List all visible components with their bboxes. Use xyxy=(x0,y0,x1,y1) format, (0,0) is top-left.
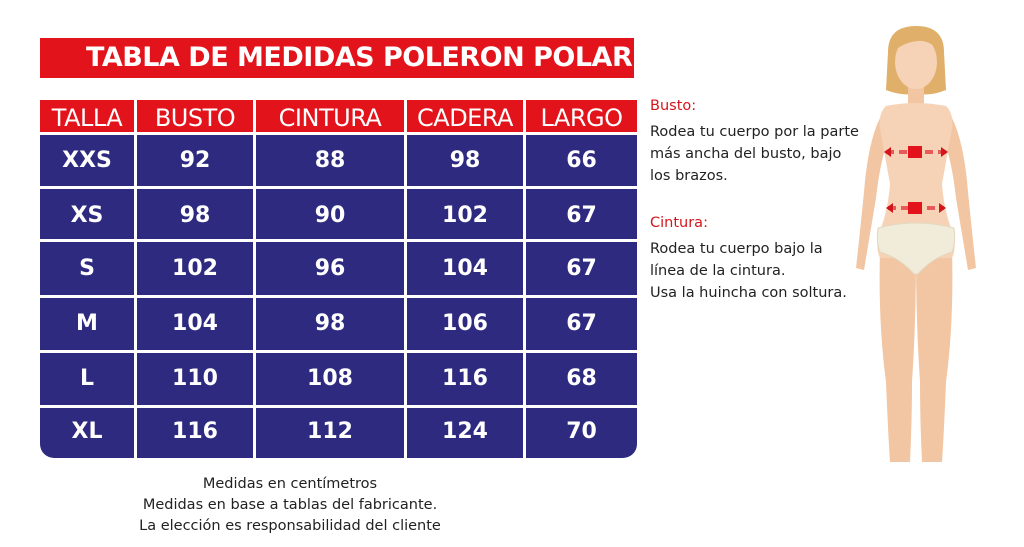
cell-cadera: 116 xyxy=(442,366,488,391)
size-table: TALLA BUSTO CINTURA CADERA LARGO XXS 92 … xyxy=(40,100,637,458)
row-divider xyxy=(40,405,637,408)
cell-size: XS xyxy=(70,203,104,228)
torso-shape xyxy=(877,103,955,258)
cell-size: XL xyxy=(71,419,103,444)
cell-cadera: 124 xyxy=(442,419,488,444)
column-divider xyxy=(253,100,256,458)
row-divider xyxy=(40,132,637,135)
cell-cadera: 104 xyxy=(442,256,488,281)
cell-largo: 67 xyxy=(566,256,597,281)
cell-cadera: 102 xyxy=(442,203,488,228)
header-talla: TALLA xyxy=(51,104,123,132)
column-divider xyxy=(404,100,407,458)
header-largo: LARGO xyxy=(540,104,623,132)
table-header-row xyxy=(40,100,637,132)
cell-busto: 116 xyxy=(172,419,218,444)
header-busto: BUSTO xyxy=(154,104,236,132)
cell-cintura: 96 xyxy=(314,256,346,281)
waist-tape-marker xyxy=(886,202,946,214)
body-figure-illustration xyxy=(856,26,976,462)
cintura-line: Usa la huincha con soltura. xyxy=(650,285,847,301)
bust-tape-marker xyxy=(884,146,948,158)
hair-fringe xyxy=(893,30,940,52)
row-divider xyxy=(40,239,637,242)
cell-largo: 68 xyxy=(566,366,597,391)
cintura-line: línea de la cintura. xyxy=(650,263,786,279)
cell-cadera: 98 xyxy=(449,148,481,173)
busto-line: Rodea tu cuerpo por la parte xyxy=(650,124,859,140)
cintura-heading: Cintura: xyxy=(650,215,708,231)
cell-cintura: 98 xyxy=(314,311,346,336)
footnotes: Medidas en centímetros Medidas en base a… xyxy=(100,474,480,537)
cell-largo: 66 xyxy=(566,148,597,173)
cintura-line: Rodea tu cuerpo bajo la xyxy=(650,241,823,257)
cell-busto: 102 xyxy=(172,256,218,281)
cell-largo: 67 xyxy=(566,203,597,228)
cell-size: L xyxy=(79,366,95,391)
cintura-instructions: Cintura: Rodea tu cuerpo bajo la línea d… xyxy=(650,212,847,304)
cell-cadera: 106 xyxy=(442,311,488,336)
left-leg-shape xyxy=(879,250,916,462)
cell-cintura: 88 xyxy=(314,148,346,173)
right-arm-shape xyxy=(944,118,976,270)
cell-cintura: 112 xyxy=(307,419,353,444)
underwear-shape xyxy=(876,222,956,275)
cell-cintura: 90 xyxy=(314,203,346,228)
busto-line: más ancha del busto, bajo xyxy=(650,146,842,162)
cell-busto: 104 xyxy=(172,311,218,336)
cell-busto: 98 xyxy=(179,203,211,228)
cell-size: XXS xyxy=(62,148,112,173)
busto-line: los brazos. xyxy=(650,168,728,184)
row-divider xyxy=(40,295,637,298)
column-divider xyxy=(523,100,526,458)
footnote-source: Medidas en base a tablas del fabricante. xyxy=(142,497,438,513)
cell-largo: 70 xyxy=(566,419,597,444)
cell-cintura: 108 xyxy=(307,366,353,391)
cell-largo: 67 xyxy=(566,311,597,336)
cell-size: S xyxy=(79,256,95,281)
busto-instructions: Busto: Rodea tu cuerpo por la parte más … xyxy=(650,95,859,187)
face-shape xyxy=(895,35,937,89)
cell-busto: 92 xyxy=(179,148,211,173)
page-title: TABLA DE MEDIDAS POLERON POLAR xyxy=(40,38,634,78)
footnote-units: Medidas en centímetros xyxy=(202,476,378,492)
busto-heading: Busto: xyxy=(650,98,697,114)
column-divider xyxy=(134,100,137,458)
cell-busto: 110 xyxy=(172,366,218,391)
footnote-responsibility: La elección es responsabilidad del clien… xyxy=(139,518,441,534)
right-leg-shape xyxy=(916,250,953,462)
cell-size: M xyxy=(76,311,98,336)
row-divider xyxy=(40,186,637,189)
left-arm-shape xyxy=(856,118,888,270)
row-divider xyxy=(40,350,637,353)
header-cintura: CINTURA xyxy=(278,104,382,132)
header-cadera: CADERA xyxy=(417,104,513,132)
